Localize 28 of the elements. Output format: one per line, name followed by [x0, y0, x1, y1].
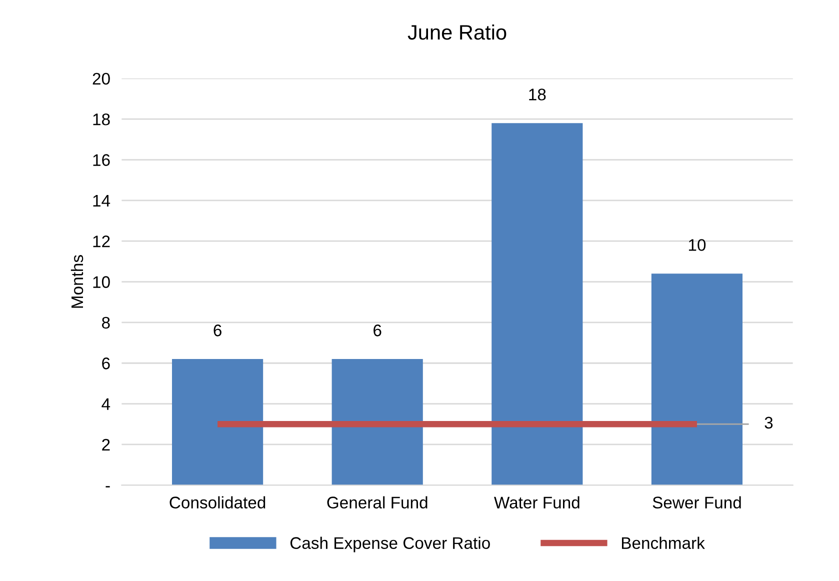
legend-label: Cash Expense Cover Ratio — [290, 536, 490, 552]
data-label: 6 — [374, 324, 382, 336]
bar — [332, 359, 423, 486]
y-tick-label: 8 — [102, 316, 110, 329]
legend-label: Benchmark — [622, 536, 705, 549]
y-tick-label: 18 — [93, 114, 110, 126]
data-label: 6 — [214, 324, 222, 336]
x-tick-label: Water Fund — [494, 496, 580, 508]
y-tick-label: 16 — [93, 154, 110, 166]
x-tick-label: Consolidated — [170, 496, 266, 508]
y-tick-label: 2 — [102, 438, 110, 451]
data-label: 18 — [529, 88, 546, 100]
y-axis-title: Months — [70, 255, 84, 308]
y-tick-label: 14 — [93, 195, 110, 206]
y-tick-label: - — [106, 486, 110, 488]
x-tick-label: General Fund — [327, 496, 428, 508]
y-tick-label: 6 — [102, 358, 110, 370]
x-tick-label: Sewer Fund — [652, 496, 741, 508]
y-tick-label: 4 — [102, 398, 110, 410]
data-label: 10 — [688, 239, 706, 251]
bar — [172, 359, 264, 486]
y-tick-label: 10 — [93, 276, 110, 288]
y-tick-label: 12 — [93, 236, 110, 248]
y-tick-label: 20 — [92, 72, 110, 85]
data-label: 3 — [764, 416, 773, 429]
bar — [651, 274, 743, 486]
chart-title: June Ratio — [408, 24, 506, 40]
bar — [492, 123, 583, 486]
